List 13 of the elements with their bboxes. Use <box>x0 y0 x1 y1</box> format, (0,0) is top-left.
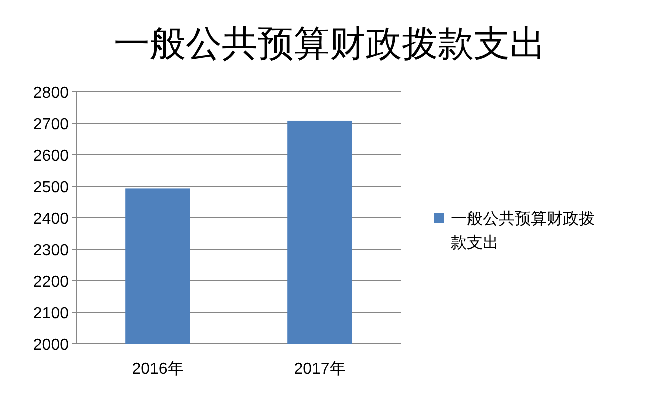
y-tick-label: 2500 <box>33 180 70 196</box>
y-tick-label: 2000 <box>33 337 70 354</box>
y-tick-label: 2600 <box>33 148 70 165</box>
y-tick-label: 2400 <box>33 211 70 228</box>
x-tick-label: 2016年 <box>132 361 184 378</box>
y-tick-label: 2200 <box>33 274 70 291</box>
y-tick-label: 2800 <box>33 85 70 102</box>
x-tick-label: 2017年 <box>294 361 346 378</box>
y-tick-label: 2300 <box>33 242 70 260</box>
chart-title: 一般公共预算财政拨款支出 <box>114 23 546 64</box>
legend-label: 一般公共预算财政拨款支出 <box>451 210 595 252</box>
y-tick-label: 2700 <box>33 116 70 134</box>
y-tick-label: 2100 <box>33 306 70 322</box>
